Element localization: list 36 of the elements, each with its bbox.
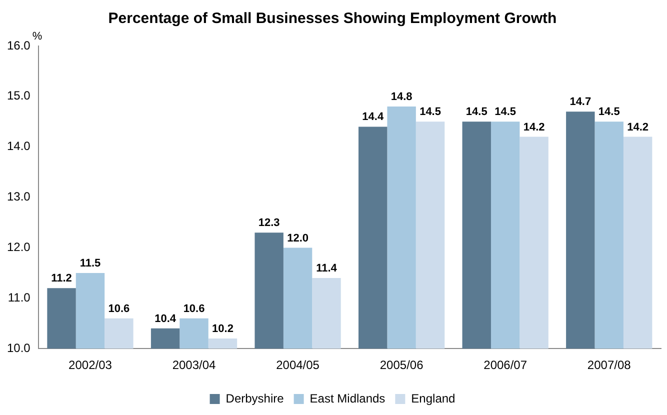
chart-title: Percentage of Small Businesses Showing Employment Growth xyxy=(108,10,557,28)
data-label: 14.4 xyxy=(362,111,384,124)
legend-label: England xyxy=(411,391,456,406)
data-label: 10.6 xyxy=(183,302,205,315)
x-tick-label: 2006/07 xyxy=(484,358,528,372)
data-label: 11.2 xyxy=(51,272,72,285)
x-tick-label: 2004/05 xyxy=(276,358,320,372)
data-label: 14.7 xyxy=(570,96,592,108)
x-tick-label: 2003/04 xyxy=(172,358,216,372)
y-tick-label: 14.0 xyxy=(6,139,31,154)
x-tick-label: 2007/08 xyxy=(587,358,632,372)
y-tick-label: 10.0 xyxy=(6,340,31,355)
data-label: 11.4 xyxy=(316,262,338,275)
y-axis-title: % xyxy=(32,30,42,43)
data-label: 14.2 xyxy=(523,121,545,134)
data-label: 10.6 xyxy=(108,302,130,315)
data-label: 10.4 xyxy=(154,312,177,325)
data-label: 14.5 xyxy=(466,106,488,118)
data-label: 14.5 xyxy=(598,106,620,118)
x-tick-label: 2002/03 xyxy=(68,358,112,372)
y-tick-label: 15.0 xyxy=(6,88,31,103)
y-tick-label: 13.0 xyxy=(6,190,31,204)
data-label: 14.2 xyxy=(627,121,649,134)
y-tick-label: 11.0 xyxy=(8,290,31,304)
data-label: 10.2 xyxy=(212,323,234,336)
data-label: 14.5 xyxy=(420,106,441,118)
x-tick-label: 2005/06 xyxy=(380,358,424,372)
data-label: 14.5 xyxy=(494,106,516,118)
legend-label: East Midlands xyxy=(310,391,386,406)
data-label: 12.0 xyxy=(287,232,308,244)
y-tick-label: 12.0 xyxy=(6,240,31,254)
data-label: 12.3 xyxy=(258,217,280,230)
data-label: 11.5 xyxy=(80,257,101,270)
y-tick-label: 16.0 xyxy=(6,38,31,52)
legend-label: Derbyshire xyxy=(226,391,284,406)
data-label: 14.8 xyxy=(390,91,412,104)
